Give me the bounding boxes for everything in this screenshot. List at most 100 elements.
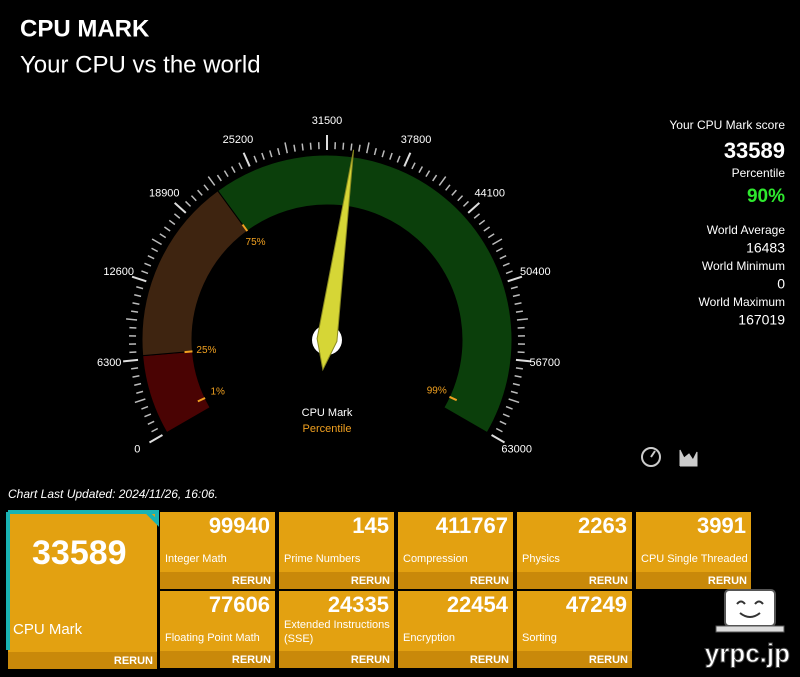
minor-tick [499, 255, 507, 260]
average-label: World Average [707, 223, 786, 237]
minor-tick [365, 142, 370, 154]
tick-label: 25200 [223, 134, 254, 146]
minor-tick [462, 200, 469, 207]
major-tick [131, 275, 147, 283]
tile-action[interactable]: RERUN [232, 575, 271, 587]
tile-label: Prime Numbers [284, 553, 361, 565]
maximum: 167019 [738, 312, 785, 328]
minor-tick [261, 152, 265, 160]
major-tick [507, 275, 523, 283]
icon-ring [641, 447, 661, 467]
tick-label: 44100 [474, 187, 505, 199]
minor-tick [136, 286, 144, 290]
minor-tick [514, 302, 522, 305]
tile-label: Floating Point Math [165, 632, 260, 644]
minor-tick [478, 219, 486, 226]
minor-tick [510, 390, 518, 394]
tile-action[interactable]: RERUN [232, 654, 271, 666]
minor-tick [425, 170, 431, 178]
tile-action[interactable]: RERUN [708, 575, 747, 587]
minor-tick [147, 255, 155, 260]
minor-tick [495, 427, 503, 433]
minor-tick [350, 143, 353, 151]
minor-tick [144, 413, 152, 418]
tile-label: Encryption [403, 632, 455, 644]
minor-tick [411, 162, 416, 170]
percentile-mark [241, 224, 249, 232]
gauge: 0 6300 12600 18900 25200 31500 37800 44100 50400… [97, 115, 560, 456]
minor-tick [223, 170, 229, 178]
minor-tick [284, 142, 289, 154]
tile-action[interactable]: RERUN [589, 575, 628, 587]
score-label: Your CPU Mark score [669, 118, 785, 132]
minor-tick [134, 382, 142, 386]
minor-tick [483, 226, 491, 232]
minor-tick [151, 247, 159, 253]
minor-tick [159, 233, 167, 239]
tile[interactable]: 47249 Sorting RERUN [517, 591, 632, 668]
minor-tick [132, 375, 140, 378]
minor-tick [358, 144, 361, 152]
tile-action[interactable]: RERUN [351, 654, 390, 666]
tile-value: 2263 [578, 513, 627, 538]
tile-action[interactable]: RERUN [351, 575, 390, 587]
minor-tick [512, 294, 520, 298]
gauge-sublabel: Percentile [303, 423, 352, 435]
major-tick [515, 358, 531, 363]
main-tile[interactable] [8, 512, 157, 669]
tile[interactable]: 2263 Physics RERUN [517, 512, 632, 589]
minor-tick [136, 390, 144, 394]
maximum-label: World Maximum [699, 295, 785, 309]
tile-value: 99940 [209, 513, 270, 538]
tick-label: 63000 [501, 443, 532, 455]
major-tick [173, 202, 187, 214]
minor-tick [505, 270, 513, 275]
average: 16483 [746, 240, 785, 256]
gauge-icon[interactable] [641, 447, 661, 467]
minor-tick [134, 294, 142, 298]
minor-tick [207, 176, 216, 186]
title: CPU MARK [20, 15, 150, 42]
minor-tick [190, 195, 197, 202]
minor-tick [168, 219, 176, 226]
minor-tick [510, 286, 518, 290]
major-tick [403, 152, 412, 167]
watermark-text: yrpc.jp [705, 638, 790, 668]
tile-value: 3991 [697, 513, 746, 538]
minor-tick [515, 367, 523, 370]
tile-action[interactable]: RERUN [470, 654, 509, 666]
chart-icon[interactable] [679, 449, 698, 467]
laptop-screen [724, 589, 776, 627]
percentile-mark-label: 99% [427, 386, 447, 397]
tile[interactable]: 22454 Encryption RERUN [398, 591, 513, 668]
tile[interactable]: 99940 Integer Math RERUN [160, 512, 275, 589]
minor-tick [487, 233, 495, 239]
minor-tick [132, 302, 140, 305]
minor-tick [445, 184, 451, 191]
minor-tick [514, 375, 522, 378]
minor-tick [516, 318, 528, 321]
minor-tick [151, 427, 159, 433]
band-high [217, 154, 513, 434]
minor-tick [492, 238, 503, 246]
tile-action[interactable]: RERUN [470, 575, 509, 587]
tile[interactable]: 3991 CPU Single Threaded RERUN [636, 512, 751, 589]
tile-value: 77606 [209, 592, 270, 617]
tile[interactable]: 145 Prime Numbers RERUN [279, 512, 394, 589]
minor-tick [144, 262, 152, 267]
minor-tick [499, 420, 507, 425]
tick-label: 31500 [312, 115, 343, 127]
minor-tick [432, 174, 438, 182]
tile[interactable]: 77606 Floating Point Math RERUN [160, 591, 275, 668]
minor-tick [457, 195, 464, 202]
major-tick [242, 152, 251, 167]
minor-tick [502, 413, 510, 418]
subtitle: Your CPU vs the world [20, 51, 261, 78]
main-tile-action[interactable]: RERUN [114, 655, 153, 667]
tile-action[interactable]: RERUN [589, 654, 628, 666]
minor-tick [396, 155, 401, 163]
minor-tick [293, 144, 296, 152]
tick-label: 56700 [530, 357, 561, 369]
